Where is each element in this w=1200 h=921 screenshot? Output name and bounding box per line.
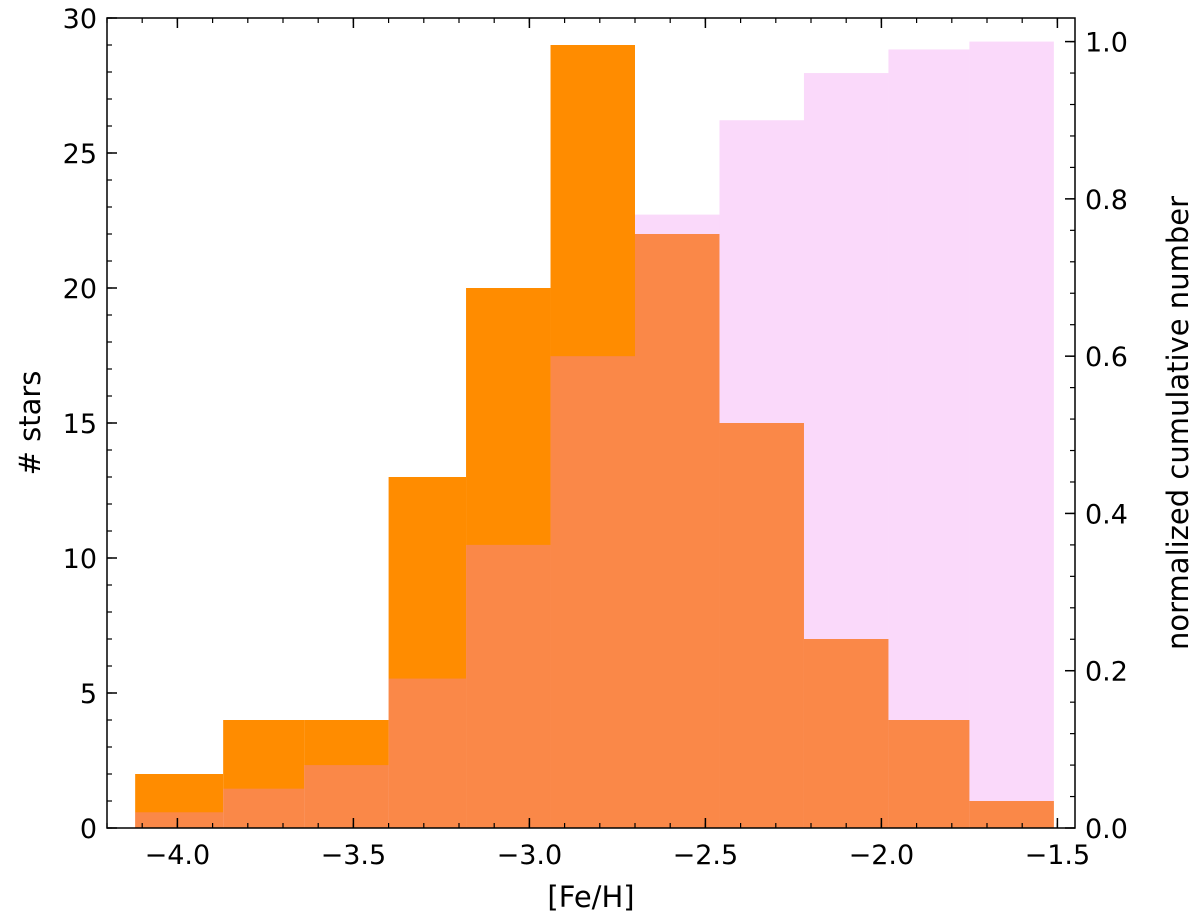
x-axis-title: [Fe/H] bbox=[547, 880, 634, 914]
hist-bar bbox=[719, 120, 804, 828]
y-tick-label: 20 bbox=[63, 274, 97, 305]
hist-bar bbox=[223, 720, 305, 828]
hist-bar bbox=[803, 73, 889, 829]
hist-bar bbox=[223, 788, 305, 828]
y2-axis-title: normalized cumulative number bbox=[1161, 196, 1195, 650]
histogram-series-counts bbox=[135, 45, 1054, 828]
hist-bar bbox=[466, 288, 551, 828]
hist-bar bbox=[969, 41, 1054, 829]
hist-bar bbox=[388, 477, 467, 828]
y2-tick-label: 0.8 bbox=[1085, 185, 1128, 216]
x-axis: −4.0 −3.5 −3.0 −2.5 −2.0 −1.5 bbox=[106, 18, 1091, 871]
x-tick-label: −3.5 bbox=[321, 840, 387, 871]
y-tick-label: 0 bbox=[80, 814, 97, 845]
hist-bar bbox=[888, 49, 970, 829]
x-tick-label: −2.0 bbox=[849, 840, 915, 871]
y-tick-label: 15 bbox=[63, 409, 97, 440]
hist-bar bbox=[304, 720, 389, 828]
y2-tick-label: 0.2 bbox=[1085, 657, 1128, 688]
hist-bar bbox=[550, 45, 635, 828]
y-tick-label: 30 bbox=[63, 4, 97, 35]
y2-tick-label: 0.0 bbox=[1085, 814, 1128, 845]
y2-tick-label: 0.4 bbox=[1085, 499, 1128, 530]
hist-bar bbox=[388, 678, 467, 828]
hist-bar bbox=[969, 801, 1054, 828]
x-tick-label: −4.0 bbox=[145, 840, 211, 871]
y-axis-left: 0 5 10 15 20 25 30 bbox=[63, 4, 117, 845]
hist-bar bbox=[304, 765, 389, 828]
x-tick-label: −3.0 bbox=[497, 840, 563, 871]
y-tick-label: 25 bbox=[63, 139, 97, 170]
y-tick-label: 10 bbox=[63, 544, 97, 575]
y-axis-right: 0.0 0.2 0.4 0.6 0.8 1.0 bbox=[1065, 28, 1128, 845]
x-tick-label: −1.5 bbox=[1025, 840, 1091, 871]
hist-bar bbox=[550, 356, 635, 828]
y-tick-label: 5 bbox=[80, 679, 97, 710]
hist-bar bbox=[888, 720, 970, 828]
hist-bar bbox=[466, 544, 551, 828]
hist-bar bbox=[635, 214, 720, 829]
histogram-series-cumulative bbox=[135, 41, 1054, 829]
hist-bar bbox=[135, 774, 224, 828]
hist-bar bbox=[635, 234, 720, 828]
hist-bar bbox=[135, 812, 224, 828]
hist-bar bbox=[719, 423, 804, 828]
x-tick-label: −2.5 bbox=[673, 840, 739, 871]
y2-tick-label: 0.6 bbox=[1085, 342, 1128, 373]
y2-tick-label: 1.0 bbox=[1085, 28, 1128, 59]
y-axis-title: # stars bbox=[13, 371, 47, 476]
hist-bar bbox=[803, 639, 889, 828]
